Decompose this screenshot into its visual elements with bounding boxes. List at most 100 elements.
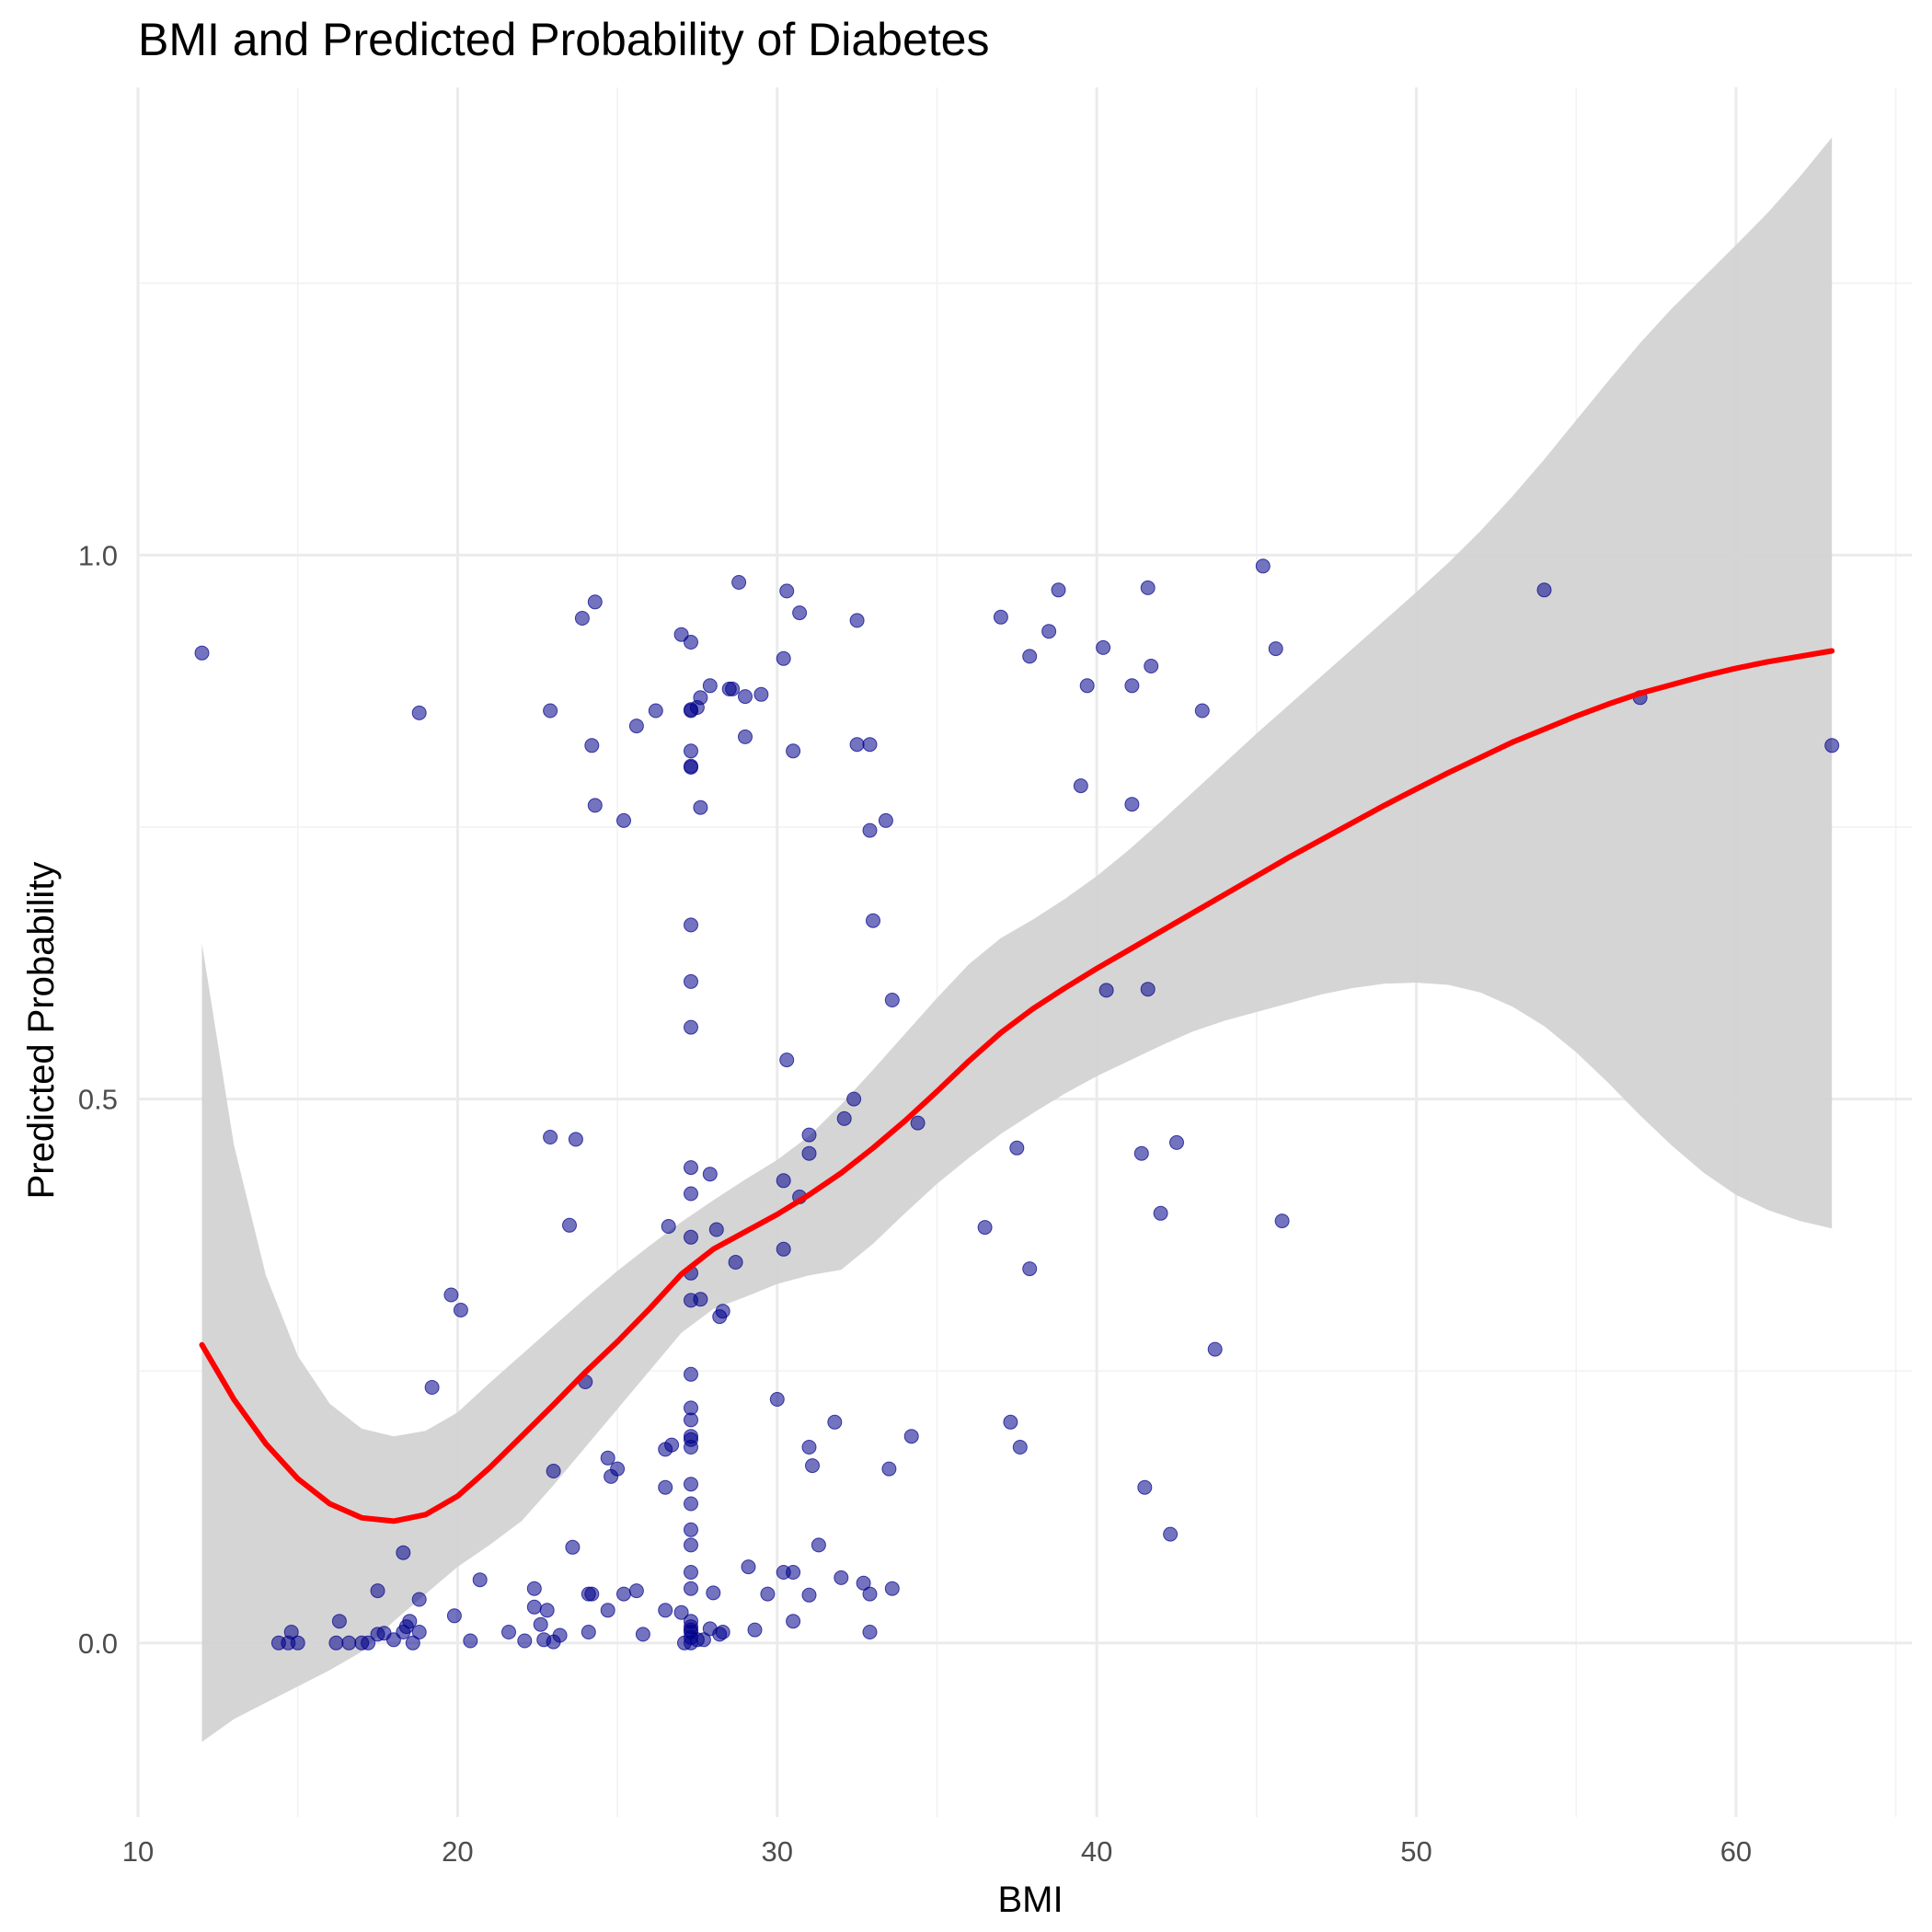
x-tick-label: 30 xyxy=(762,1835,793,1868)
data-point xyxy=(884,1581,900,1596)
data-point xyxy=(443,1287,459,1303)
data-point xyxy=(684,1019,698,1035)
data-point xyxy=(1124,797,1140,812)
data-point xyxy=(702,1167,718,1182)
x-tick-label: 60 xyxy=(1720,1835,1752,1868)
data-point xyxy=(1140,982,1156,997)
data-point xyxy=(747,1622,763,1638)
data-point xyxy=(811,1537,826,1553)
data-point xyxy=(769,1392,785,1407)
data-point xyxy=(584,1586,600,1602)
data-point xyxy=(786,1614,801,1629)
data-point xyxy=(801,1127,817,1143)
data-point xyxy=(546,1464,561,1478)
data-point xyxy=(341,1635,357,1650)
data-point xyxy=(993,609,1008,625)
data-point xyxy=(1022,649,1038,664)
data-point xyxy=(801,1145,817,1161)
data-point xyxy=(1163,1526,1179,1542)
data-point xyxy=(827,1414,843,1430)
data-point xyxy=(581,1625,596,1639)
data-point xyxy=(370,1583,385,1599)
data-point xyxy=(1536,582,1552,598)
data-point xyxy=(884,993,900,1007)
tick-labels: 10 20 30 40 50 60 0.0 0.5 1.0 xyxy=(78,539,1752,1868)
data-point xyxy=(396,1545,411,1560)
data-point xyxy=(738,689,753,705)
data-point xyxy=(628,1583,644,1599)
data-point xyxy=(562,1217,577,1233)
data-point xyxy=(648,703,663,719)
x-tick-label: 50 xyxy=(1400,1835,1432,1868)
data-point xyxy=(684,1400,698,1416)
data-point xyxy=(290,1635,305,1650)
data-point xyxy=(1096,639,1111,655)
data-point xyxy=(673,1604,689,1620)
data-point xyxy=(411,705,427,720)
data-point xyxy=(1268,641,1283,657)
data-point xyxy=(658,1603,673,1618)
data-point xyxy=(1012,1440,1028,1455)
data-point xyxy=(779,1052,795,1068)
data-point xyxy=(779,583,795,599)
data-point xyxy=(684,1522,698,1537)
data-point xyxy=(1009,1140,1025,1156)
data-point xyxy=(776,650,791,666)
points-layer xyxy=(194,558,1840,1650)
data-point xyxy=(673,627,689,642)
data-point xyxy=(600,1603,615,1618)
data-point xyxy=(424,1380,440,1395)
data-point xyxy=(862,822,878,838)
data-point xyxy=(738,729,753,744)
data-point xyxy=(856,1575,871,1591)
data-point xyxy=(684,1537,698,1553)
data-point xyxy=(1824,738,1840,753)
data-point xyxy=(805,1458,820,1474)
data-point xyxy=(708,1222,724,1237)
data-point xyxy=(628,719,644,734)
data-point xyxy=(658,1479,673,1495)
data-point xyxy=(792,605,808,621)
data-point xyxy=(776,1173,791,1189)
data-point xyxy=(684,1366,698,1382)
data-point xyxy=(684,743,698,759)
data-point xyxy=(878,812,893,828)
y-tick-label: 0.0 xyxy=(78,1627,118,1660)
data-point xyxy=(731,575,747,590)
data-point xyxy=(849,737,865,753)
data-point xyxy=(539,1603,555,1618)
data-point xyxy=(411,1592,427,1607)
data-point xyxy=(543,703,558,719)
data-point xyxy=(1137,1479,1153,1495)
data-point xyxy=(684,635,698,650)
data-point xyxy=(753,686,769,702)
data-point xyxy=(684,1186,698,1202)
data-point xyxy=(684,973,698,989)
data-point xyxy=(453,1303,468,1317)
data-point xyxy=(600,1450,615,1466)
data-point xyxy=(1133,1145,1149,1161)
y-axis-label: Predicted Probability xyxy=(21,862,62,1200)
data-point xyxy=(1255,558,1271,574)
data-point xyxy=(385,1632,401,1648)
data-point xyxy=(616,812,631,828)
data-point xyxy=(283,1625,299,1639)
smooth-line xyxy=(199,648,1835,1524)
data-point xyxy=(706,1585,721,1601)
data-point xyxy=(635,1627,650,1642)
data-point xyxy=(526,1599,542,1615)
data-point xyxy=(684,758,698,774)
data-point xyxy=(786,743,801,759)
x-tick-label: 40 xyxy=(1081,1835,1112,1868)
data-point xyxy=(402,1614,418,1629)
data-point xyxy=(587,798,603,813)
data-point xyxy=(1153,1205,1168,1221)
data-point xyxy=(684,1581,698,1596)
chart-title: BMI and Predicted Probability of Diabete… xyxy=(138,14,990,65)
confidence-band xyxy=(201,137,1833,1742)
data-point xyxy=(1022,1261,1038,1277)
x-tick-label: 20 xyxy=(442,1835,473,1868)
data-point xyxy=(903,1429,919,1444)
data-point xyxy=(587,594,603,610)
data-point xyxy=(760,1586,776,1602)
